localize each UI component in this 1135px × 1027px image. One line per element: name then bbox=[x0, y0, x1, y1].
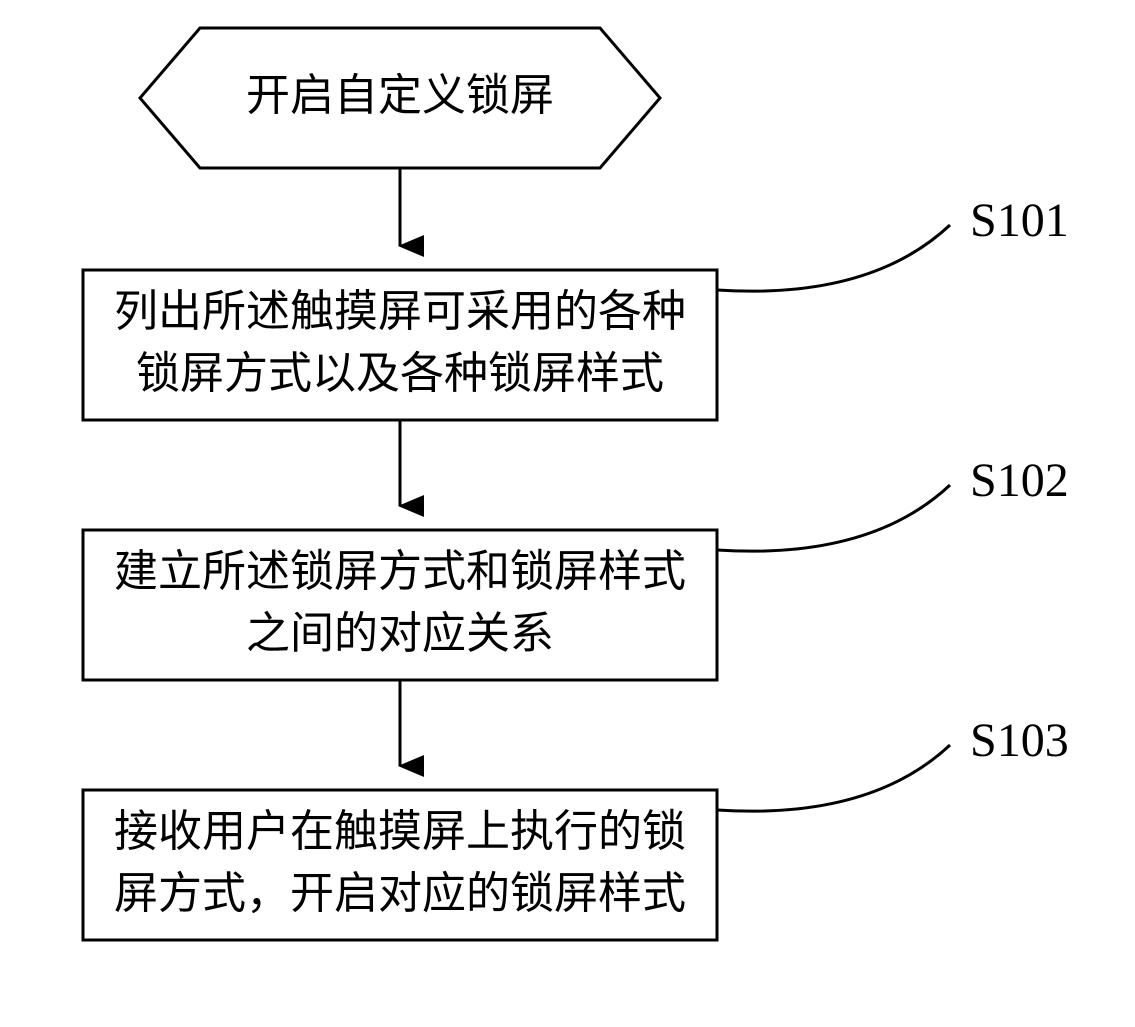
flowchart-diagram: 开启自定义锁屏列出所述触摸屏可采用的各种锁屏方式以及各种锁屏样式 S101 建立所述… bbox=[0, 0, 1135, 1027]
step-label-s101: S101 bbox=[970, 194, 1069, 247]
connector-s103 bbox=[717, 745, 950, 811]
connector-s102 bbox=[717, 485, 950, 551]
step-label-s102: S102 bbox=[970, 454, 1069, 507]
process-box-s102-line1: 之间的对应关系 bbox=[246, 609, 554, 658]
process-box-s103-line0: 接收用户在触摸屏上执行的锁 bbox=[114, 807, 686, 856]
step-label-s103: S103 bbox=[970, 714, 1069, 767]
process-box-s101-line0: 列出所述触摸屏可采用的各种 bbox=[114, 287, 686, 336]
connector-s101 bbox=[717, 225, 950, 291]
process-box-s103-line1: 屏方式，开启对应的锁屏样式 bbox=[114, 869, 686, 918]
process-box-s101-line1: 锁屏方式以及各种锁屏样式 bbox=[136, 349, 664, 398]
start-hexagon-text: 开启自定义锁屏 bbox=[246, 71, 554, 120]
process-box-s102-line0: 建立所述锁屏方式和锁屏样式 bbox=[114, 547, 686, 596]
